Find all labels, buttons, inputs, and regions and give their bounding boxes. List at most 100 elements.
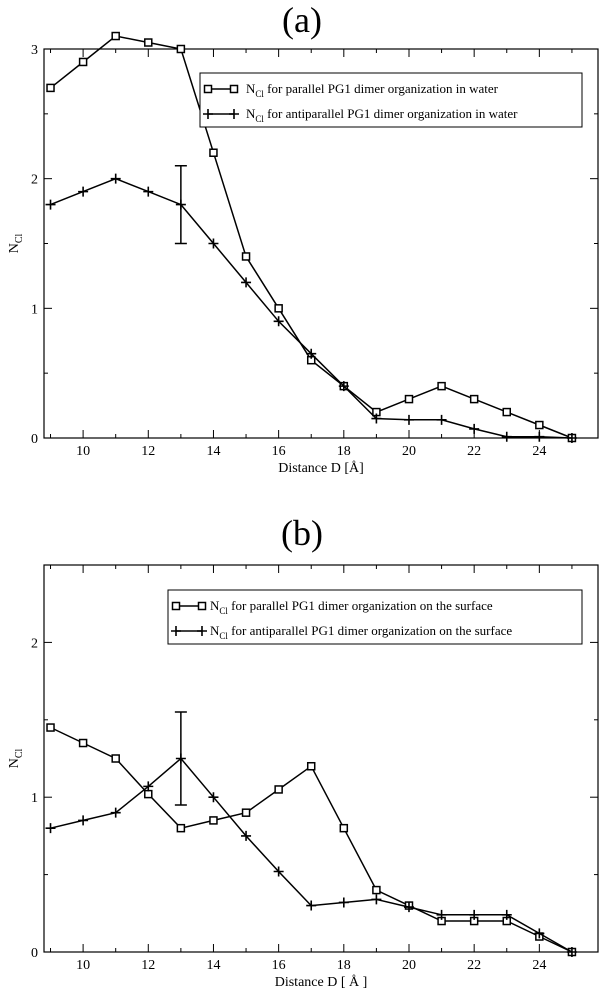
panel-b-series-2-point [143, 781, 154, 792]
panel-b-xtick-label: 14 [206, 958, 220, 973]
panel-a-legend-marker [203, 84, 213, 94]
panel-b-ytick-label: 2 [31, 636, 38, 651]
panel-a-series-1-point [111, 31, 120, 41]
panel-b-series-2-point [338, 897, 349, 908]
panel-a-xtick-label: 24 [532, 444, 546, 459]
panel-a-error-bar [174, 164, 187, 245]
panel-b-x-axis-label: Distance D [ Å ] [275, 974, 368, 990]
panel-b-series-2-point [273, 866, 284, 877]
panel-b-series-1-point [241, 808, 251, 817]
panel-a-series-1-point [404, 394, 414, 404]
panel-b-series-2-point [403, 902, 414, 913]
panel-a-xtick-label: 10 [76, 444, 90, 459]
panel-b-xtick-label: 20 [402, 958, 416, 973]
panel-b-series-2-point [78, 815, 89, 826]
panel-a-series-2-point [306, 348, 317, 359]
panel-b-xtick-label: 24 [532, 958, 546, 973]
panel-a-series-2-point [110, 173, 121, 184]
panel-b-series-2-point [436, 909, 447, 920]
panel-a-series-2-point [143, 186, 154, 197]
panel-b-xtick-label: 18 [337, 958, 351, 973]
panel-a-series-1-point [176, 44, 186, 54]
panel-b-series-2-point [534, 928, 545, 939]
panel-b-series-1-point [209, 816, 218, 825]
panel-b-series-1-point [78, 738, 88, 748]
panel-b-legend-marker [197, 601, 207, 611]
panel-b-legend-marker [171, 626, 181, 636]
panel-b-legend-box [167, 589, 583, 645]
panel-a-series-1-point [274, 304, 283, 313]
panel-a-x-axis-label: Distance D [Å] [278, 460, 364, 476]
panel-a-legend-label-1: NCl for parallel PG1 dimer organization … [246, 81, 499, 99]
panel-b-legend-marker [197, 626, 207, 636]
panel-a-legend-marker [229, 109, 239, 119]
panel-b-series-1-point [306, 761, 316, 771]
panel-a-series-2-point [403, 414, 414, 425]
panel-a-series-1-point [46, 83, 55, 93]
panel-b-series-1-line [50, 726, 573, 953]
panel-b-series-2-point [306, 900, 317, 911]
panel-a-series-2-point [566, 433, 577, 443]
panel-a-ytick-label: 1 [31, 302, 38, 317]
panel-a-series-1-point [437, 381, 446, 391]
panel-b-series-2-line [50, 757, 573, 953]
panel-b-series-2-point [566, 947, 577, 957]
panel-a-xtick-label: 22 [467, 444, 481, 459]
panel-b-xtick-label: 12 [141, 958, 155, 973]
panel-a-series-1-point [241, 252, 251, 261]
panel-a-legend-marker [203, 109, 213, 119]
panel-a-series-2-point [534, 431, 545, 442]
panel-a-ytick-label: 0 [31, 432, 38, 447]
panel-a-ytick-label: 2 [31, 173, 38, 188]
panel-b-ytick-label: 0 [31, 946, 38, 961]
panel-b-legend-marker [171, 601, 181, 611]
panel-a-xtick-label: 16 [272, 444, 286, 459]
panel-b-series-2-point [110, 807, 121, 818]
panel-a-series-2-point [78, 186, 89, 197]
panel-b-series-2-point [371, 894, 382, 905]
panel-b-series-1-point [176, 823, 186, 833]
panel-b-series-2-point [208, 792, 219, 803]
panel-a-series-2-point [436, 414, 447, 425]
panel-b-series-2-point [469, 909, 480, 920]
panel-a-legend-box [199, 72, 583, 128]
panel-b-series-1-point [339, 823, 349, 833]
panel-a-ytick-label: 3 [31, 43, 38, 58]
panel-b-series-1-point [372, 885, 381, 895]
panel-b-ytick-label: 1 [31, 791, 38, 806]
panel-b-error-bar [174, 711, 187, 806]
panel-a-series-1-point [535, 420, 544, 430]
panel-a-series-1-point [209, 148, 218, 157]
panel-b-xtick-label: 22 [467, 958, 481, 973]
panel-a-series-1-point [144, 38, 153, 47]
panel-a-series-2-point [371, 413, 382, 424]
panel-a-series-2-point [273, 316, 284, 327]
panel-a-y-axis-label: NCl [7, 233, 25, 253]
panel-a-series-1-point [469, 394, 479, 404]
panel-a-legend-label-2: NCl for antiparallel PG1 dimer organizat… [246, 106, 518, 124]
panel-a-series-2-point [469, 423, 480, 434]
panel-a-series-2-point [501, 431, 512, 442]
panel-a-series-2-point [241, 277, 252, 288]
panel-a-series-1-point [502, 407, 512, 417]
panel-a-series-2-line [50, 177, 572, 439]
panel-a-series-2-point [208, 238, 219, 249]
panel-b-series-2-point [45, 823, 56, 834]
panel-b-plot-frame [43, 564, 599, 953]
panel-b-y-axis-label: NCl [7, 748, 25, 768]
panel-b-series-2-point [241, 830, 252, 841]
panel-a-series-2-point [45, 199, 56, 210]
panel-b-series-2-point [501, 909, 512, 920]
panel-b-series-1-point [111, 754, 120, 763]
panel-a-series-1-point [78, 57, 88, 67]
panel-a-title: (a) [282, 0, 322, 40]
panel-b-legend-label-2: NCl for antiparallel PG1 dimer organizat… [210, 623, 512, 641]
panel-a-series-2-point [338, 381, 349, 392]
panel-b-series-1-point [274, 785, 283, 794]
panel-a-xtick-label: 14 [206, 444, 220, 459]
panel-a-xtick-label: 20 [402, 444, 416, 459]
panel-b-series-1-point [46, 723, 55, 732]
panel-b-xtick-label: 16 [272, 958, 286, 973]
panel-b-series-1-point [144, 789, 153, 799]
